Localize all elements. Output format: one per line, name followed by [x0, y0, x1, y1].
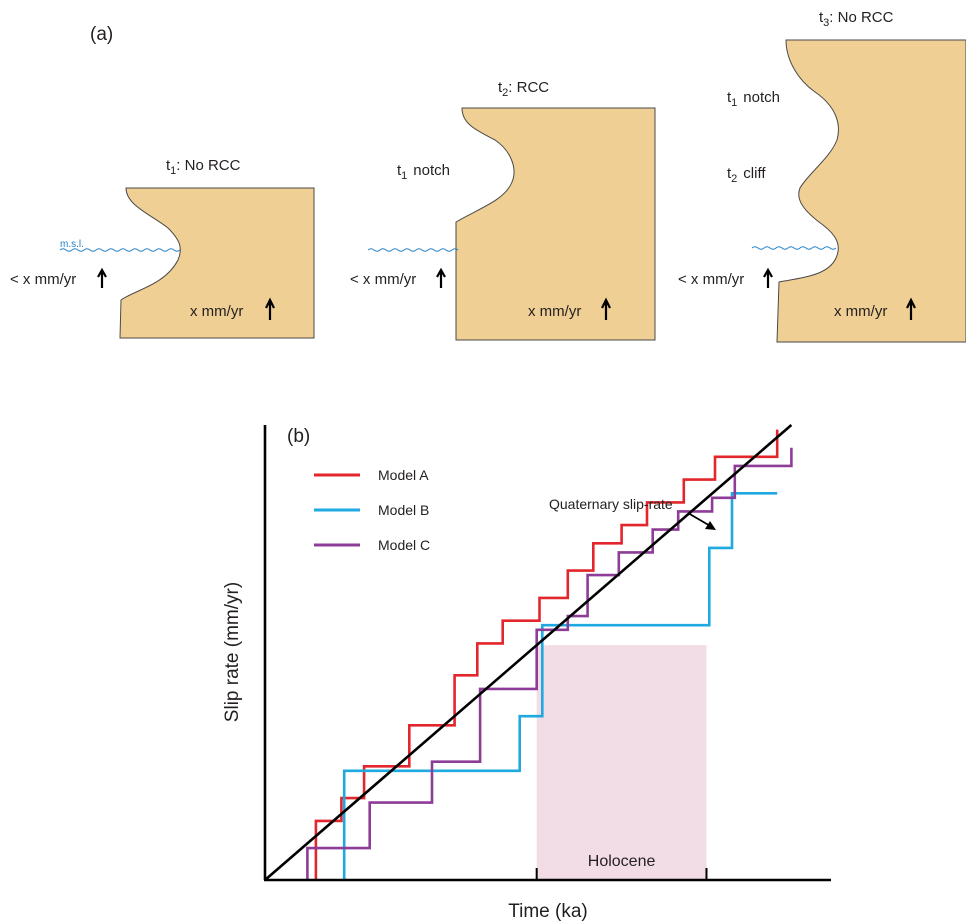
legend-label-model-c: Model C [378, 537, 430, 553]
stage-3-rock-block [776, 39, 966, 343]
stage-3-notch-label: t1 notch [727, 89, 780, 109]
legend: Model A Model B Model C [314, 467, 430, 553]
stage-3-sea-level [751, 246, 837, 250]
stage-2-rock-block [455, 107, 656, 341]
stage-2-right-rate: x mm/yr [528, 303, 581, 320]
stage-3-left-rate: < x mm/yr [678, 271, 744, 288]
stage-2-sea-level [367, 248, 459, 252]
stage-3-right-rate: x mm/yr [834, 303, 887, 320]
stage-1-sea-level [59, 248, 181, 252]
uplift-arrow-icon [906, 297, 916, 320]
legend-label-model-b: Model B [378, 502, 429, 518]
uplift-arrow-icon [265, 297, 275, 320]
legend-label-model-a: Model A [378, 467, 429, 483]
series-line-model-c [306, 447, 793, 880]
uplift-arrow-icon [436, 267, 446, 288]
reference-line-label: Quaternary slip-rate [549, 496, 673, 512]
holocene-label: Holocene [588, 853, 656, 870]
panel-a: (a) m.s.l. t1: No RCC < x mm/yr x mm/yr … [10, 9, 966, 343]
arrow-head-icon [705, 521, 716, 530]
stage-2-time-label: t2: RCC [498, 79, 549, 99]
y-axis-title: Slip rate (mm/yr) [222, 582, 243, 722]
stage-3-diagram: t3: No RCC t1 notch t2 cliff < x mm/yr x m… [678, 9, 966, 343]
stage-3-cliff-label: t2 cliff [727, 165, 766, 185]
panel-a-label: (a) [90, 24, 113, 45]
x-axis-title: Time (ka) [508, 901, 588, 921]
uplift-arrow-icon [601, 297, 611, 320]
stage-1-rock-block [119, 187, 315, 339]
series-layer [306, 429, 793, 880]
stage-2-notch-label: t1 notch [397, 162, 450, 182]
stage-1-right-rate: x mm/yr [190, 303, 243, 320]
panel-b: (b) Holocene Time (ka) Slip rate (mm/yr)… [222, 424, 831, 921]
uplift-arrow-icon [97, 267, 107, 288]
panel-b-label: (b) [287, 426, 310, 447]
stage-1-diagram: m.s.l. t1: No RCC < x mm/yr x mm/yr [10, 157, 315, 339]
stage-2-left-rate: < x mm/yr [350, 271, 416, 288]
holocene-shaded-region [536, 645, 707, 880]
stage-2-diagram: t2: RCC t1 notch < x mm/yr x mm/yr [350, 79, 656, 341]
stage-3-time-label: t3: No RCC [819, 9, 894, 29]
msl-label: m.s.l. [60, 239, 84, 250]
stage-1-time-label: t1: No RCC [166, 157, 241, 177]
series-line-model-b [342, 491, 778, 880]
uplift-arrow-icon [763, 267, 773, 288]
quaternary-slip-rate-line [264, 424, 793, 881]
stage-1-left-rate: < x mm/yr [10, 271, 76, 288]
